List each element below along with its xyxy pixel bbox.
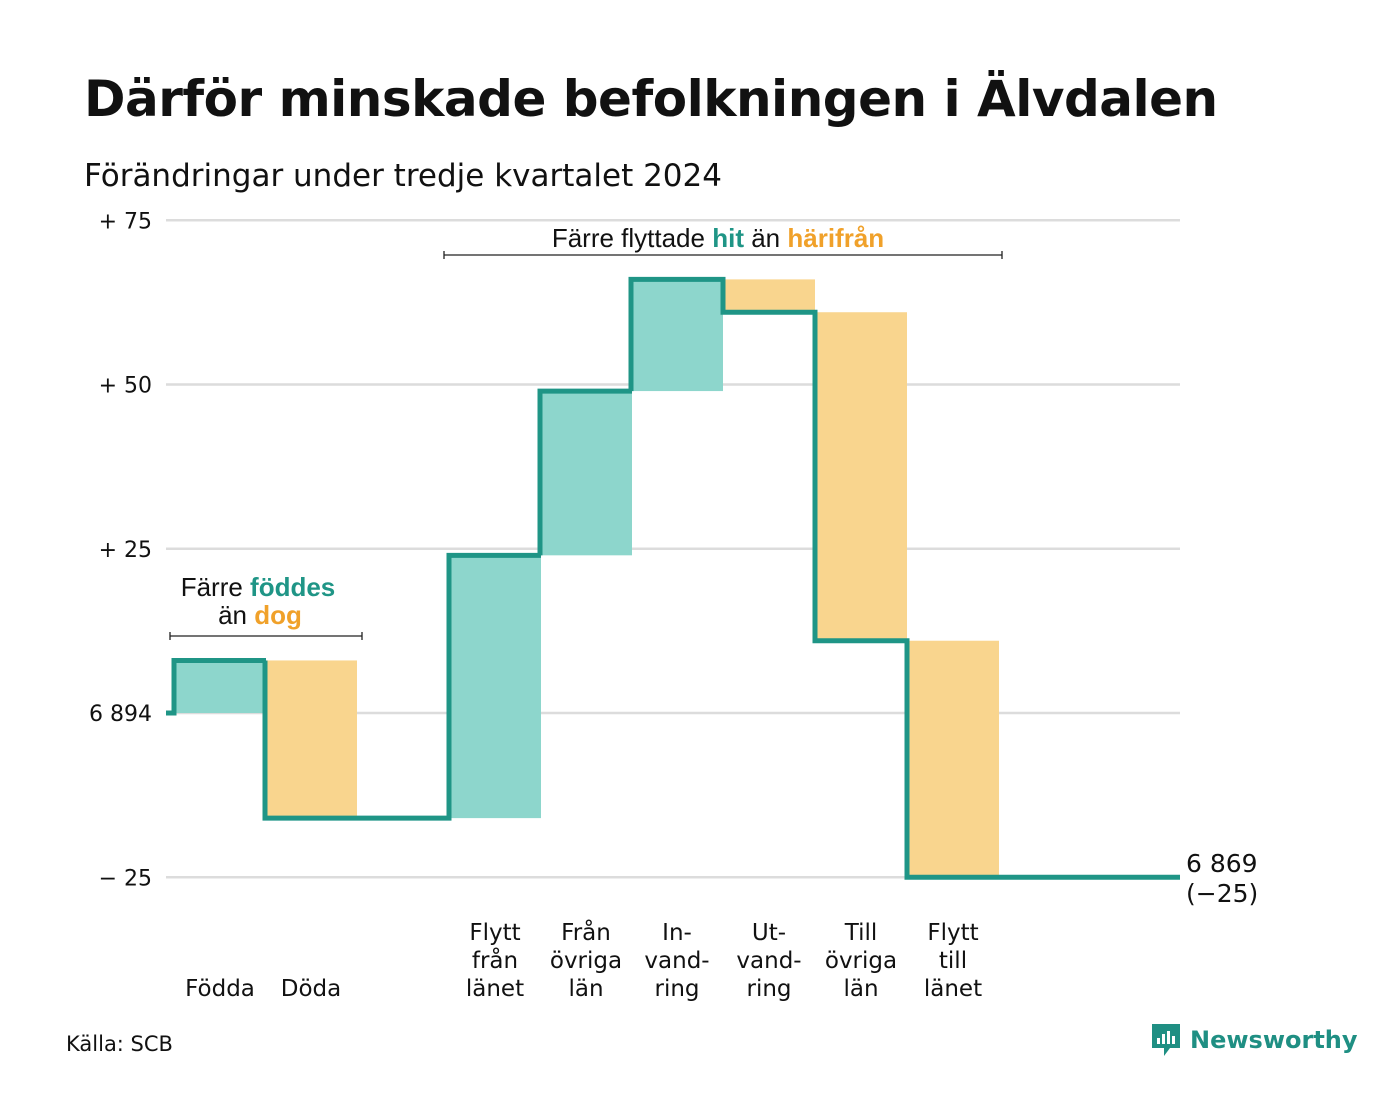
step-line-layer (166, 276, 1180, 880)
x-category-label: ring (746, 976, 791, 1002)
y-tick-label: + 25 (99, 538, 152, 563)
x-category-label: Döda (281, 976, 341, 1002)
waterfall-bar (540, 391, 632, 556)
waterfall-bar (723, 279, 815, 313)
moves-bracket (443, 251, 1003, 259)
moves-annotation: Färre flyttade hit än härifrån (552, 223, 884, 253)
y-tick-label: − 25 (99, 866, 152, 891)
x-category-label: län (568, 976, 603, 1002)
waterfall-bar (174, 660, 266, 713)
waterfall-bar (815, 312, 907, 641)
births-bracket (169, 632, 363, 640)
x-category-label: Flytt (469, 920, 520, 946)
x-category-label: Till (844, 920, 878, 946)
x-category-label: Flytt (927, 920, 978, 946)
x-category-label: län (843, 976, 878, 1002)
x-category-label: In- (662, 920, 692, 946)
births-annotation-line1: Färre föddes (181, 572, 336, 602)
end-value-label: 6 869 (1186, 849, 1258, 878)
newsworthy-logo-icon (1152, 1024, 1180, 1056)
population-step-line (166, 276, 1180, 880)
x-category-label: vand- (644, 948, 709, 974)
x-category-label: övriga (550, 948, 622, 974)
brand-logo[interactable]: Newsworthy (1150, 1022, 1358, 1058)
x-category-label: Födda (185, 976, 255, 1002)
waterfall-bar (265, 660, 357, 819)
waterfall-bar (631, 279, 723, 392)
births-annotation-line2: än dog (218, 600, 302, 630)
y-tick-label: + 50 (99, 374, 152, 399)
brand-name: Newsworthy (1190, 1026, 1358, 1054)
y-tick-label: 6 894 (89, 702, 152, 727)
x-category-label: länet (466, 976, 524, 1002)
x-category-label: vand- (736, 948, 801, 974)
x-category-label: Från (561, 918, 611, 946)
label-layer: Födda DödaFlyttfrånlänetFrånövrigalänIn-v… (185, 849, 1258, 1002)
x-category-label: övriga (825, 948, 897, 974)
chart-subtitle: Förändringar under tredje kvartalet 2024 (84, 158, 722, 194)
source-note: Källa: SCB (66, 1032, 173, 1056)
x-category-label: från (472, 946, 518, 974)
chart-title: Därför minskade befolkningen i Älvdalen (84, 70, 1218, 128)
x-category-label: länet (924, 976, 982, 1002)
waterfall-bar (907, 640, 999, 878)
bar-layer (174, 279, 999, 878)
end-change-label: (−25) (1186, 879, 1258, 908)
x-category-label: ring (654, 976, 699, 1002)
x-category-label: Ut- (752, 920, 786, 946)
x-category-label: till (939, 948, 967, 974)
y-tick-label: + 75 (99, 209, 152, 234)
waterfall-bar (449, 555, 541, 819)
